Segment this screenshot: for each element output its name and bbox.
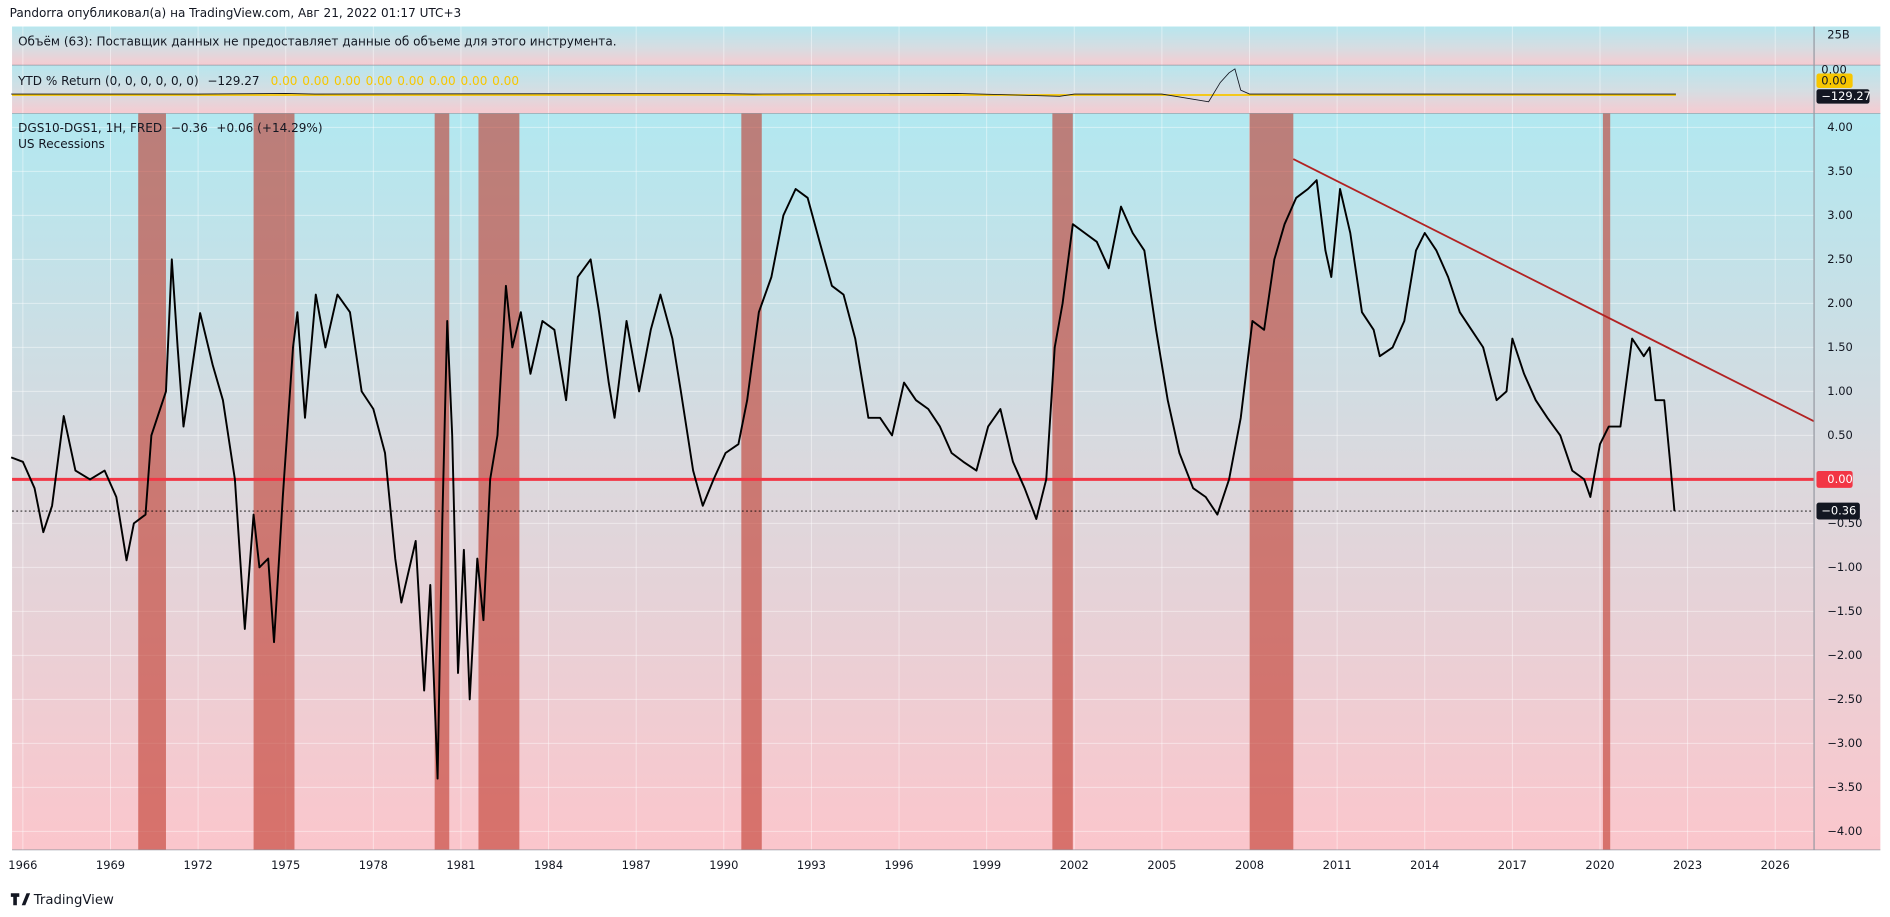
x-tick-label: 1975 — [271, 858, 300, 872]
x-tick-label: 1996 — [884, 858, 913, 872]
volume-axis-label: 25B — [1827, 27, 1850, 41]
x-tick-label: 1966 — [8, 858, 37, 872]
logo — [10, 893, 31, 906]
recession-band — [478, 113, 520, 850]
ytd-param: 0.00 — [461, 73, 488, 87]
x-tick-label: 1981 — [446, 858, 475, 872]
recessions — [138, 113, 1611, 850]
x-tick-label: 2005 — [1147, 858, 1176, 872]
x-tick-label: 2020 — [1585, 858, 1614, 872]
trendline — [1292, 158, 1815, 423]
ytd-pane — [12, 65, 1815, 114]
ytd-param: 0.00 — [334, 73, 361, 87]
legend-change: +0.06 (+14.29%) — [216, 120, 322, 134]
ytd-param: 0.00 — [366, 73, 393, 87]
x-tick-label: 1999 — [972, 858, 1001, 872]
ytd-name: YTD % Return (0, 0, 0, 0, 0, 0) — [17, 73, 199, 87]
ytd-line — [11, 68, 1676, 103]
ytd-axis-label-bg — [1816, 73, 1853, 88]
y-tick-label: 0.50 — [1827, 428, 1852, 442]
header: Pandorra опубликовал(а) на TradingView.c… — [10, 6, 462, 20]
x-tick-label: 2023 — [1673, 858, 1702, 872]
y-tick-label: 2.50 — [1827, 252, 1852, 266]
y-tick-label: −4.00 — [1827, 824, 1862, 838]
y-tick-label: 1.00 — [1827, 384, 1852, 398]
x-tick-label: 1990 — [709, 858, 738, 872]
volume-pane — [12, 26, 1815, 66]
main-legend: DGS10-DGS1, 1H, FRED −0.36 +0.06 (+14.29… — [18, 120, 323, 134]
y-tick-label: −2.00 — [1827, 648, 1862, 662]
y-tick-label: −1.00 — [1827, 560, 1862, 574]
x-tick-label: 2017 — [1498, 858, 1527, 872]
y-tick-label: −2.50 — [1827, 692, 1862, 706]
ytd-param: 0.00 — [429, 73, 456, 87]
ytd-axis-label: −129.27 — [1821, 89, 1871, 103]
x-tick-label: 2026 — [1761, 858, 1790, 872]
y-tick-label: −1.50 — [1827, 604, 1862, 618]
x-tick-label: 1978 — [359, 858, 388, 872]
x-tick-label: 1993 — [797, 858, 826, 872]
main-pane — [12, 113, 1815, 850]
recession-band — [138, 113, 166, 850]
series-name: DGS10-DGS1, 1H, FRED — [18, 120, 162, 134]
series — [10, 68, 1815, 780]
ytd-legend: YTD % Return (0, 0, 0, 0, 0, 0) −129.27 … — [17, 73, 519, 87]
recession-band — [253, 113, 295, 850]
recession-band — [1249, 113, 1294, 850]
axis-bg — [1814, 26, 1881, 66]
y-tick-label: 4.00 — [1827, 120, 1852, 134]
y-tick-label: 3.00 — [1827, 208, 1852, 222]
footer-text: TradingView — [33, 893, 114, 908]
recession-band — [1602, 113, 1611, 850]
x-tick-label: 2008 — [1235, 858, 1264, 872]
ytd-axis-label-bg — [1816, 89, 1870, 104]
x-tick-label: 2014 — [1410, 858, 1439, 872]
recession-band — [741, 113, 762, 850]
x-tick-label: 2011 — [1323, 858, 1352, 872]
x-tick-label: 1972 — [184, 858, 213, 872]
recession-band — [1052, 113, 1073, 850]
x-tick-label: 2002 — [1060, 858, 1089, 872]
y-tick-label: 3.50 — [1827, 164, 1852, 178]
ytd-axis-label: 0.00 — [1821, 73, 1846, 87]
x-tick-label: 1969 — [96, 858, 125, 872]
recession-legend: US Recessions — [18, 137, 105, 151]
price-label-bg — [1816, 502, 1860, 520]
y-tick-label: −3.00 — [1827, 736, 1862, 750]
zero-label-bg — [1816, 470, 1853, 488]
ytd-value: −129.27 — [207, 73, 259, 87]
ytd-param: 0.00 — [492, 73, 519, 87]
y-tick-label: 2.00 — [1827, 296, 1852, 310]
ytd-param: 0.00 — [302, 73, 329, 87]
footer: TradingView — [10, 893, 114, 908]
x-tick-label: 1984 — [534, 858, 563, 872]
ytd-axis-label: 0.00 — [1821, 62, 1846, 76]
zero-label: 0.00 — [1827, 472, 1852, 486]
series-line — [10, 179, 1676, 780]
price-label: −0.36 — [1821, 504, 1856, 518]
y-tick-label: −3.50 — [1827, 780, 1862, 794]
recession-band — [434, 113, 450, 850]
volume-text: Объём (63): Поставщик данных не предоста… — [18, 35, 616, 49]
ytd-param: 0.00 — [271, 73, 298, 87]
ytd-param: 0.00 — [397, 73, 424, 87]
x-tick-label: 1987 — [622, 858, 651, 872]
legend-value: −0.36 — [171, 120, 208, 134]
y-tick-label: 1.50 — [1827, 340, 1852, 354]
